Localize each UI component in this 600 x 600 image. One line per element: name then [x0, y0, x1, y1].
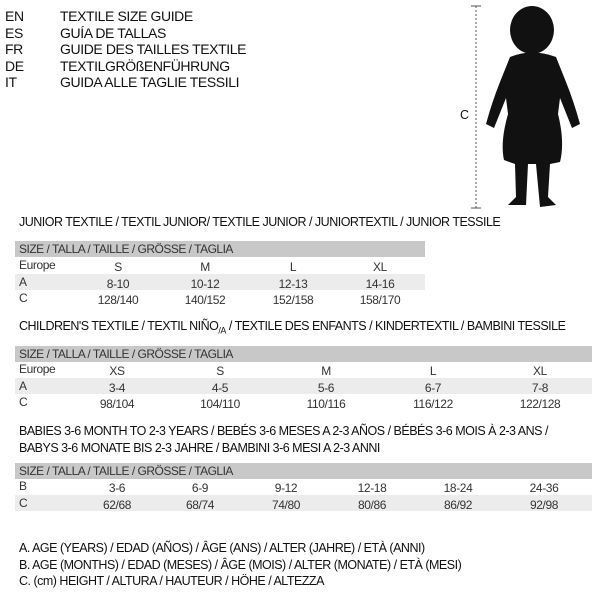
table-cell: 62/68	[102, 497, 132, 512]
table-cell: 5-6	[317, 380, 335, 395]
table-cell: 68/74	[185, 497, 215, 512]
row-stripe	[15, 378, 592, 394]
junior-size-header: SIZE / TALLA / TAILLE / GRÖSSE / TAGLIA	[15, 241, 425, 257]
size-header-text: SIZE / TALLA / TAILLE / GRÖSSE / TAGLIA	[19, 242, 233, 256]
table-cell: M	[200, 260, 210, 274]
babies-size-header: SIZE / TALLA / TAILLE / GRÖSSE / TAGLIA	[15, 463, 592, 479]
row-label: C	[19, 395, 28, 409]
babies-section-title-2: BABYS 3-6 MONATE BIS 2-3 JAHRE / BAMBINI…	[19, 441, 380, 455]
row-label: A	[19, 274, 27, 289]
row-label: A	[19, 378, 27, 393]
legend-b: B. AGE (MONTHS) / EDAD (MESES) / ÂGE (MO…	[19, 558, 462, 572]
lang-code: IT	[5, 74, 17, 90]
table-cell: 9-12	[274, 481, 298, 495]
children-section-title: CHILDREN'S TEXTILE / TEXTIL NIÑO/A / TEX…	[19, 319, 566, 336]
table-cell: 6-7	[424, 380, 442, 395]
table-cell: 3-6	[108, 481, 126, 495]
lang-code: FR	[5, 41, 23, 57]
table-cell: 7-8	[531, 380, 549, 395]
table-cell: 4-5	[211, 380, 229, 395]
table-cell: 140/152	[184, 293, 226, 307]
legend-a: A. AGE (YEARS) / EDAD (AÑOS) / ÂGE (ANS)…	[19, 541, 425, 555]
legend-c: C. (cm) HEIGHT / ALTURA / HAUTEUR / HÖHE…	[19, 574, 324, 588]
table-cell: 12-13	[278, 276, 308, 291]
row-label: B	[19, 479, 27, 493]
table-cell: 74/80	[271, 497, 301, 512]
row-stripe	[15, 495, 592, 511]
table-cell: L	[289, 260, 297, 274]
junior-section-title: JUNIOR TEXTILE / TEXTIL JUNIOR/ TEXTILE …	[19, 215, 501, 229]
lang-code: DE	[5, 57, 24, 74]
lang-code: ES	[5, 24, 23, 41]
lang-title: GUÍA DE TALLAS	[60, 24, 166, 41]
table-cell: 92/98	[529, 497, 559, 512]
row-label: C	[19, 495, 28, 510]
row-stripe	[15, 274, 425, 290]
table-cell: 18-24	[443, 481, 473, 495]
table-cell: 10-12	[190, 276, 220, 291]
table-cell: 14-16	[365, 276, 395, 291]
table-cell: 104/110	[200, 397, 240, 411]
table-cell: S	[114, 260, 122, 274]
table-cell: S	[216, 364, 224, 378]
lang-code: EN	[5, 8, 24, 24]
row-label: Europe	[19, 258, 56, 272]
lang-title: GUIDE DES TAILLES TEXTILE	[60, 41, 247, 57]
table-cell: 128/140	[97, 293, 139, 307]
table-cell: M	[321, 364, 331, 378]
size-header-text: SIZE / TALLA / TAILLE / GRÖSSE / TAGLIA	[19, 347, 233, 361]
lang-title: TEXTILGRÖßENFÜHRUNG	[60, 57, 230, 74]
table-cell: 110/116	[306, 397, 346, 411]
table-cell: 122/128	[519, 397, 561, 411]
table-cell: 86/92	[443, 497, 473, 512]
table-cell: XL	[533, 364, 547, 378]
table-cell: 152/158	[272, 293, 314, 307]
table-cell: XS	[109, 364, 125, 378]
babies-section-title-1: BABIES 3-6 MONTH TO 2-3 YEARS / BEBÉS 3-…	[19, 424, 548, 438]
table-cell: 80/86	[357, 497, 387, 512]
table-cell: 116/122	[413, 397, 453, 411]
row-label: Europe	[19, 362, 56, 376]
table-cell: 98/104	[99, 397, 135, 411]
lang-title: TEXTILE SIZE GUIDE	[60, 8, 193, 24]
lang-title: GUIDA ALLE TAGLIE TESSILI	[60, 74, 240, 90]
table-cell: 3-4	[108, 380, 126, 395]
table-cell: 158/170	[359, 293, 401, 307]
child-silhouette-icon	[471, 5, 580, 209]
table-cell: L	[429, 364, 437, 378]
table-cell: XL	[373, 260, 387, 274]
row-label: C	[19, 291, 28, 305]
size-header-text: SIZE / TALLA / TAILLE / GRÖSSE / TAGLIA	[19, 464, 233, 478]
table-cell: 12-18	[357, 481, 387, 495]
table-cell: 6-9	[191, 481, 209, 495]
children-size-header: SIZE / TALLA / TAILLE / GRÖSSE / TAGLIA	[15, 346, 592, 362]
table-cell: 24-36	[529, 481, 559, 495]
table-cell: 8-10	[106, 276, 130, 291]
height-dimension-label: C	[460, 108, 469, 122]
